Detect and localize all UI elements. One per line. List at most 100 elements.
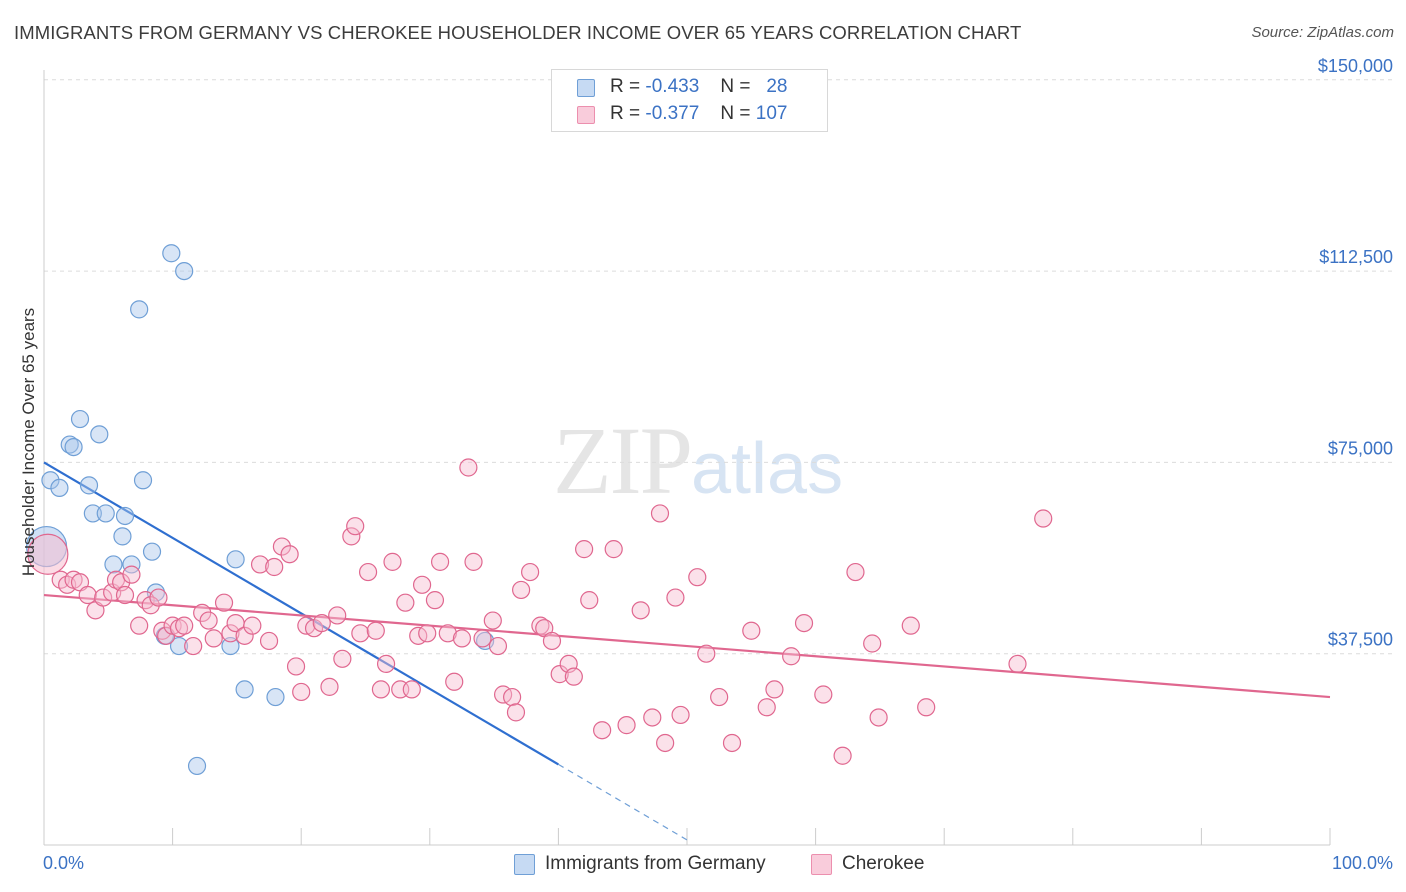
cherokee-point bbox=[765, 680, 784, 699]
cherokee-point bbox=[265, 557, 284, 577]
legend-text-cherokee: R = -0.377 N = 107 bbox=[610, 103, 788, 124]
chart-title: IMMIGRANTS FROM GERMANY VS CHEROKEE HOUS… bbox=[14, 22, 1022, 43]
germany-point bbox=[162, 244, 181, 263]
cherokee-point bbox=[483, 611, 502, 630]
cherokee-point bbox=[328, 606, 347, 625]
cherokee-point bbox=[371, 680, 391, 699]
cherokee-point bbox=[199, 611, 218, 630]
legend-text-germany: R = -0.433 N = 28 bbox=[610, 76, 788, 97]
axes bbox=[43, 70, 1331, 846]
y-tick-label: $75,000 bbox=[1328, 438, 1393, 458]
cherokee-point bbox=[794, 613, 814, 633]
cherokee-point bbox=[863, 634, 882, 653]
cherokee-point bbox=[272, 537, 292, 556]
cherokee-point bbox=[550, 665, 569, 684]
cherokee-point bbox=[580, 591, 599, 610]
cherokee-point bbox=[204, 629, 223, 648]
cherokee-point bbox=[259, 631, 279, 651]
cherokee-point bbox=[512, 580, 531, 600]
cherokee-point bbox=[710, 687, 729, 707]
cherokee-point bbox=[169, 619, 189, 638]
cherokee-point bbox=[631, 601, 650, 620]
cherokee-point bbox=[141, 596, 160, 615]
y-tick-label: $37,500 bbox=[1328, 630, 1393, 650]
x-tick-label-min: 0.0% bbox=[43, 853, 84, 873]
cherokee-point bbox=[221, 624, 240, 643]
cherokee-point bbox=[564, 667, 583, 686]
cherokee-point bbox=[250, 555, 270, 574]
cherokee-point bbox=[757, 698, 776, 717]
cherokee-point bbox=[243, 616, 262, 635]
cherokee-point bbox=[575, 540, 594, 559]
cherokee-point bbox=[656, 733, 675, 753]
cherokee-point bbox=[1008, 654, 1027, 674]
cherokee-point bbox=[122, 565, 141, 584]
germany-point bbox=[113, 527, 132, 546]
cherokee-point bbox=[473, 629, 492, 648]
germany-point bbox=[226, 550, 245, 569]
cherokee-point bbox=[342, 527, 361, 546]
cherokee-point bbox=[643, 708, 662, 727]
cherokee-point bbox=[418, 624, 437, 643]
cherokee-point bbox=[503, 687, 522, 707]
gridlines bbox=[44, 79, 1394, 655]
cherokee-point bbox=[78, 585, 97, 605]
cherokee-point bbox=[376, 654, 396, 674]
cherokee-point bbox=[333, 649, 352, 668]
x-tick-label-max: 100.0% bbox=[1332, 853, 1393, 873]
bottom-legend-label-germany: Immigrants from Germany bbox=[545, 853, 766, 874]
cherokee-point bbox=[175, 616, 194, 635]
cherokee-point bbox=[438, 624, 457, 643]
watermark: ZIPatlas bbox=[553, 405, 843, 516]
cherokee-point bbox=[666, 588, 685, 607]
cherokee-point bbox=[130, 616, 149, 635]
cherokee-point bbox=[464, 552, 483, 571]
cherokee-trend-line bbox=[43, 593, 1331, 699]
germany-point bbox=[133, 471, 153, 490]
cherokee-point bbox=[452, 629, 472, 648]
cherokee-point bbox=[459, 458, 478, 477]
cherokee-point bbox=[115, 585, 135, 605]
cherokee-point bbox=[742, 621, 761, 640]
cherokee-point bbox=[814, 685, 833, 704]
cherokee-point bbox=[286, 657, 306, 676]
germany-point bbox=[221, 636, 240, 656]
cherokee-point bbox=[366, 621, 385, 640]
cherokee-point bbox=[292, 682, 311, 702]
tick-labels: $37,500 $75,000 $112,500 $150,000 0.0% 100.0% bbox=[43, 56, 1393, 873]
germany-point bbox=[142, 542, 162, 561]
cherokee-point bbox=[671, 705, 690, 725]
y-tick-label: $112,500 bbox=[1319, 247, 1393, 267]
cherokee-point bbox=[358, 562, 378, 582]
data-points bbox=[25, 244, 1053, 776]
germany-point bbox=[90, 425, 109, 444]
germany-point bbox=[115, 506, 135, 526]
germany-point bbox=[83, 504, 102, 523]
cherokee-point bbox=[697, 644, 716, 663]
cherokee-point bbox=[445, 672, 464, 691]
cherokee-point bbox=[425, 591, 445, 610]
cherokee-point bbox=[542, 631, 562, 651]
germany-point bbox=[79, 476, 99, 495]
cherokee-point bbox=[346, 517, 365, 536]
cherokee-point bbox=[521, 562, 540, 582]
stats-legend: R = -0.433 N = 28 R = -0.377 N = 107 bbox=[551, 69, 828, 132]
cherokee-point bbox=[351, 624, 370, 643]
cherokee-point bbox=[27, 533, 69, 575]
source-credit: Source: ZipAtlas.com bbox=[1251, 24, 1394, 41]
germany-point bbox=[64, 437, 83, 457]
germany-point bbox=[130, 300, 149, 319]
cherokee-point bbox=[506, 703, 526, 722]
germany-point bbox=[70, 409, 90, 429]
y-axis-title: Householder Income Over 65 years bbox=[19, 308, 38, 576]
watermark-atlas: atlas bbox=[691, 429, 844, 509]
germany-trend-line bbox=[43, 461, 559, 766]
cherokee-point bbox=[833, 746, 852, 765]
legend-swatch-germany bbox=[577, 79, 595, 97]
germany-point bbox=[235, 680, 254, 699]
legend-swatch-cherokee bbox=[577, 106, 595, 124]
cherokee-point bbox=[94, 588, 113, 607]
germany-point bbox=[266, 687, 285, 707]
cherokee-point bbox=[593, 721, 612, 740]
bottom-legend-swatch-cherokee bbox=[811, 854, 832, 875]
